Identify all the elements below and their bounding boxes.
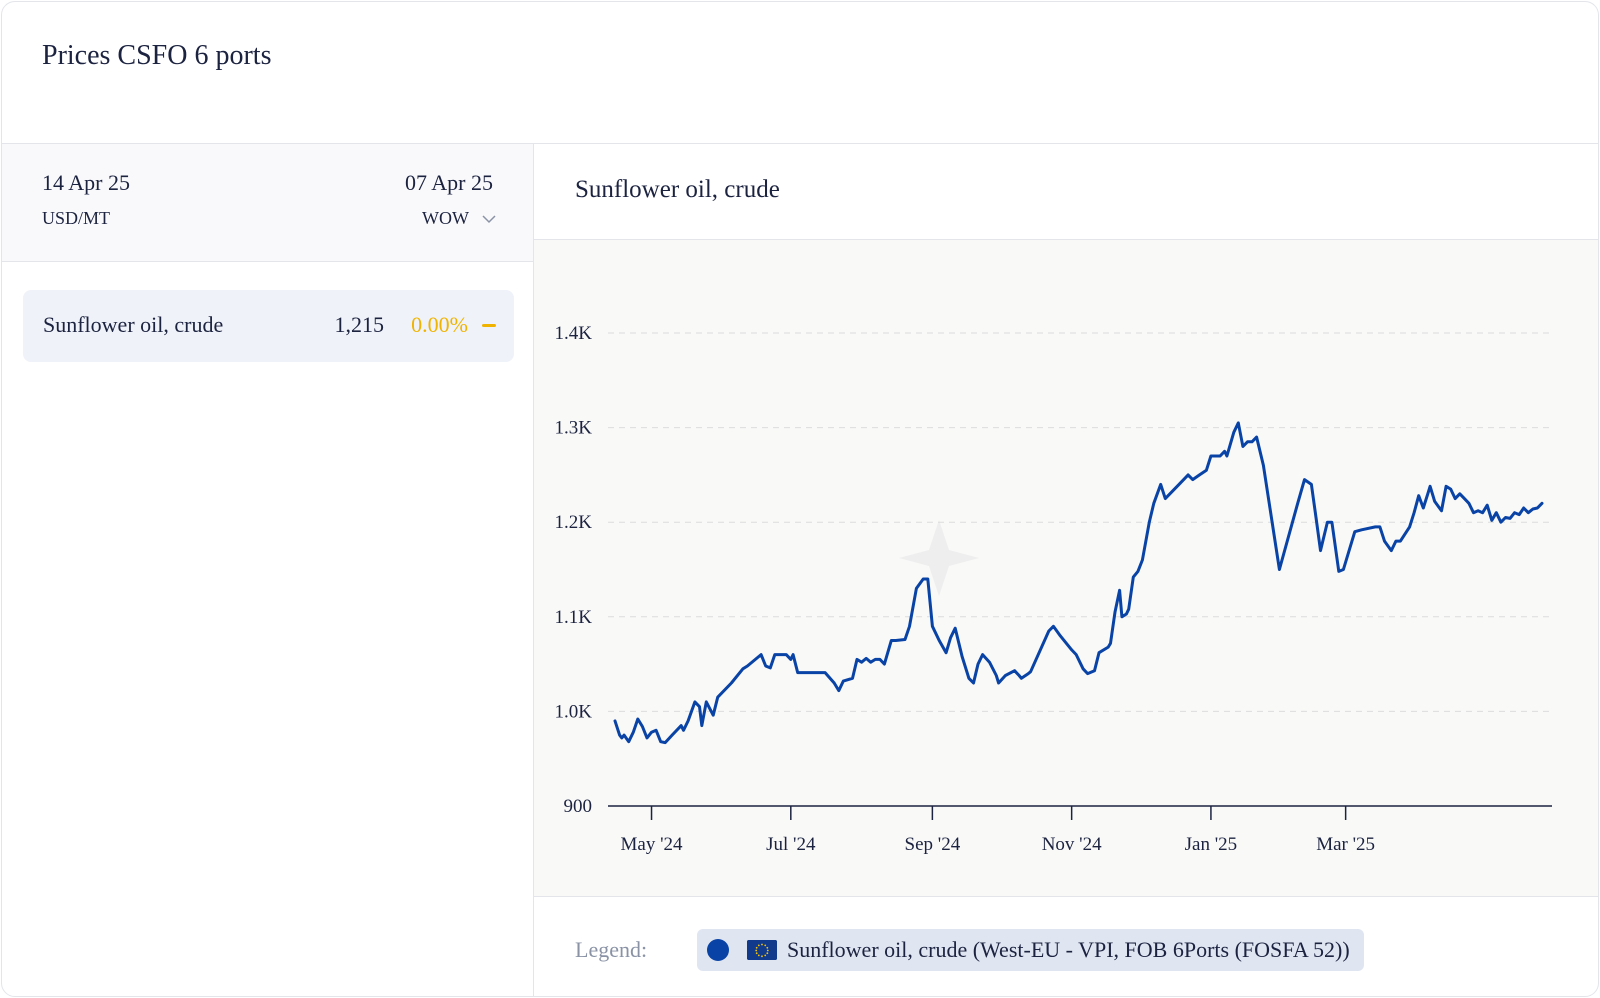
chevron-down-icon <box>482 214 496 223</box>
card-header: Prices CSFO 6 ports <box>2 2 1598 144</box>
current-date: 14 Apr 25 <box>42 170 130 195</box>
x-tick-label: May '24 <box>621 834 684 855</box>
period-selector-label: WOW <box>422 208 469 228</box>
chart-title: Sunflower oil, crude <box>575 176 780 203</box>
y-tick-label: 1.3K <box>555 418 593 439</box>
line-chart[interactable]: 900 1.0K 1.1K 1.2K 1.3K 1.4K May '24 Jul '24 Sep… <box>534 240 1599 897</box>
x-tick-label: Jan '25 <box>1185 834 1238 855</box>
y-tick-label: 900 <box>564 796 593 817</box>
previous-date: 07 Apr 25 <box>405 170 493 195</box>
series-dot-icon <box>707 939 729 961</box>
neutral-dash-icon <box>482 324 496 327</box>
item-value: 1,215 <box>334 312 385 337</box>
page-title: Prices CSFO 6 ports <box>42 40 272 71</box>
period-selector[interactable]: WOW <box>422 208 497 229</box>
x-tick-label: Jul '24 <box>766 834 816 855</box>
legend: Legend: Sunflower oil, crude (West-EU - … <box>534 897 1598 996</box>
eu-flag-icon <box>747 940 777 960</box>
x-tick-label: Mar '25 <box>1316 834 1375 855</box>
legend-entry-text: Sunflower oil, crude (West-EU - VPI, FOB… <box>787 937 1350 962</box>
y-tick-label: 1.2K <box>555 512 593 533</box>
y-tick-label: 1.4K <box>555 323 593 344</box>
x-tick-label: Nov '24 <box>1042 834 1102 855</box>
y-tick-label: 1.1K <box>555 607 593 628</box>
unit-label: USD/MT <box>42 208 111 228</box>
list-item[interactable]: Sunflower oil, crude 1,215 0.00% <box>23 290 514 362</box>
y-tick-label: 1.0K <box>555 701 593 722</box>
chart-panel: Sunflower oil, crude 900 1.0K 1.1K 1.2K 1.3K… <box>534 144 1599 996</box>
chart-area: 900 1.0K 1.1K 1.2K 1.3K 1.4K May '24 Jul '24 Sep… <box>534 240 1599 897</box>
x-tick-label: Sep '24 <box>905 834 961 855</box>
item-change: 0.00% <box>411 312 468 337</box>
prices-list-header: 14 Apr 25 USD/MT 07 Apr 25 WOW <box>2 144 533 262</box>
series-line <box>613 421 1544 745</box>
item-name: Sunflower oil, crude <box>43 312 224 337</box>
chart-header: Sunflower oil, crude <box>534 144 1598 240</box>
legend-entry[interactable]: Sunflower oil, crude (West-EU - VPI, FOB… <box>697 929 1364 971</box>
watermark-logo-icon <box>899 520 979 596</box>
legend-label: Legend: <box>575 937 648 962</box>
prices-list-panel: 14 Apr 25 USD/MT 07 Apr 25 WOW Sunflower… <box>2 144 534 996</box>
